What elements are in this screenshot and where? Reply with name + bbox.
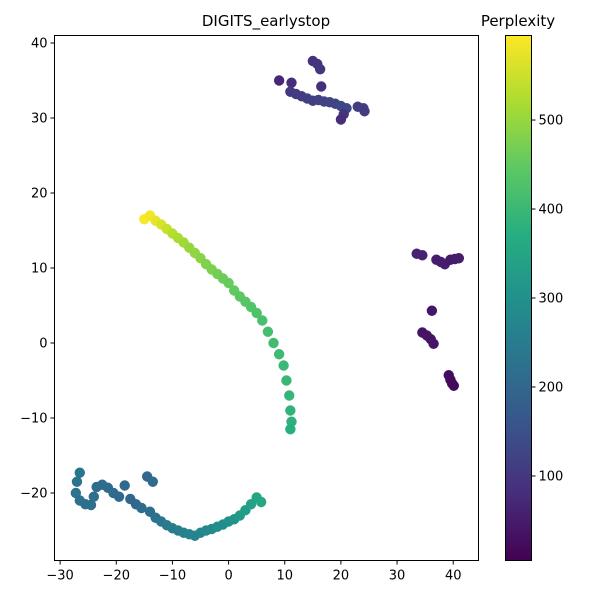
x-tick-label: 30 <box>389 569 406 584</box>
data-point <box>335 114 347 125</box>
colorbar-tick-label: 400 <box>539 203 564 218</box>
data-point <box>113 491 125 502</box>
data-point <box>448 380 459 391</box>
data-point <box>453 253 465 264</box>
data-point <box>314 64 326 75</box>
data-point <box>262 326 274 337</box>
colorbar-tick-label: 100 <box>539 469 564 484</box>
data-point <box>285 424 296 435</box>
data-point <box>255 496 267 508</box>
data-point <box>251 307 262 319</box>
x-tick-label: −30 <box>46 569 73 584</box>
data-point <box>257 315 268 326</box>
colorbar-tick-label: 500 <box>539 114 564 129</box>
y-tick-label: 40 <box>31 37 48 52</box>
data-point <box>281 375 292 386</box>
data-point <box>426 305 438 316</box>
data-point <box>273 349 285 360</box>
data-point <box>286 77 297 88</box>
data-point <box>273 75 285 86</box>
data-point <box>119 480 130 491</box>
y-axis: −20 −10 0 10 20 30 40 <box>20 37 55 502</box>
chart-title: DIGITS_earlystop <box>202 12 330 31</box>
data-point <box>85 499 97 511</box>
plot-area <box>70 55 465 541</box>
data-point <box>359 106 370 117</box>
data-point <box>147 476 158 487</box>
y-tick-label: 10 <box>31 262 48 277</box>
colorbar <box>505 35 532 561</box>
y-tick-label: 20 <box>31 187 48 202</box>
x-tick-label: 0 <box>224 569 232 584</box>
x-tick-label: 20 <box>333 569 350 584</box>
x-tick-label: −20 <box>103 569 130 584</box>
data-point <box>417 250 428 261</box>
plot-frame <box>54 35 479 561</box>
data-point <box>268 337 279 349</box>
data-point <box>285 405 296 416</box>
colorbar-label: Perplexity <box>481 12 555 30</box>
x-tick-label: 10 <box>276 569 293 584</box>
colorbar-axis: 100 200 300 400 500 <box>531 114 564 484</box>
y-tick-label: 30 <box>31 112 48 127</box>
data-point <box>71 476 83 487</box>
data-point <box>88 491 100 502</box>
y-tick-label: −10 <box>20 412 47 427</box>
data-point <box>316 81 327 92</box>
colorbar-tick-label: 200 <box>539 380 564 395</box>
x-tick-label: −10 <box>159 569 186 584</box>
x-axis: −30 −20 −10 0 10 20 30 40 <box>46 560 462 584</box>
data-point <box>223 277 234 289</box>
data-point <box>284 390 295 401</box>
data-point <box>74 467 85 478</box>
y-tick-label: −20 <box>20 487 47 502</box>
y-tick-label: 0 <box>39 337 47 352</box>
data-point <box>428 338 439 349</box>
data-point <box>136 502 147 514</box>
colorbar-tick-label: 300 <box>539 292 564 307</box>
x-tick-label: 40 <box>445 569 462 584</box>
data-point <box>278 360 289 371</box>
